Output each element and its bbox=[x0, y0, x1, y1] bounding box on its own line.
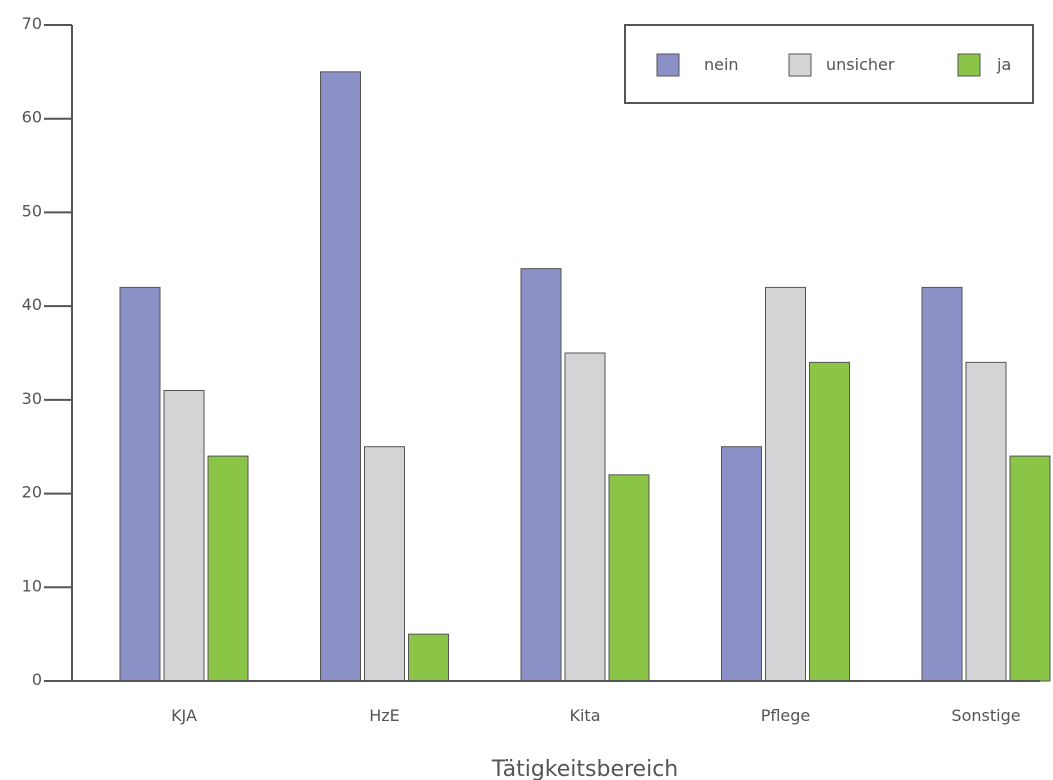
x-axis: KJA HzE Kita Pflege Sonstige bbox=[72, 680, 1040, 725]
legend-label-unsicher: unsicher bbox=[826, 55, 895, 74]
bar-nein-Kita bbox=[520, 268, 562, 682]
bar-unsicher-HzE bbox=[364, 446, 405, 682]
legend-swatch-nein bbox=[656, 53, 680, 77]
legend-swatch-ja bbox=[957, 53, 981, 77]
x-tick-label: KJA bbox=[171, 706, 197, 725]
bars bbox=[119, 71, 1051, 682]
y-tick-label: 0 bbox=[32, 670, 42, 689]
legend-label-nein: nein bbox=[704, 55, 739, 74]
y-axis: 0 10 20 30 40 50 60 70 bbox=[22, 14, 73, 689]
x-tick-label: Kita bbox=[569, 706, 600, 725]
y-tick-label: 50 bbox=[22, 201, 42, 220]
y-tick-label: 70 bbox=[22, 14, 42, 33]
x-tick-label: HzE bbox=[369, 706, 400, 725]
bar-nein-KJA bbox=[119, 286, 161, 682]
legend-label-ja: ja bbox=[996, 55, 1011, 74]
bar-unsicher-Kita bbox=[564, 352, 606, 682]
y-tick-label: 10 bbox=[22, 576, 42, 595]
bar-nein-HzE bbox=[320, 71, 361, 682]
bar-unsicher-Pflege bbox=[765, 286, 806, 682]
bar-nein-Pflege bbox=[721, 446, 762, 682]
bar-ja-HzE bbox=[408, 633, 449, 682]
bar-nein-Sonstige bbox=[921, 286, 963, 682]
bar-ja-Pflege bbox=[809, 361, 850, 682]
bar-ja-KJA bbox=[207, 455, 249, 682]
legend-swatch-unsicher bbox=[788, 53, 812, 77]
y-tick-label: 20 bbox=[22, 483, 42, 502]
x-tick-label: Sonstige bbox=[951, 706, 1020, 725]
y-tick-label: 60 bbox=[22, 108, 42, 127]
bar-ja-Kita bbox=[608, 474, 650, 682]
bar-unsicher-KJA bbox=[163, 389, 205, 682]
bar-ja-Sonstige bbox=[1009, 455, 1051, 682]
y-tick-label: 30 bbox=[22, 389, 42, 408]
x-axis-label: Tätigkeitsbereich bbox=[491, 757, 679, 780]
x-tick-label: Pflege bbox=[761, 706, 811, 725]
y-tick-label: 40 bbox=[22, 295, 42, 314]
bar-unsicher-Sonstige bbox=[965, 361, 1007, 682]
legend: nein unsicher ja bbox=[624, 24, 1034, 104]
